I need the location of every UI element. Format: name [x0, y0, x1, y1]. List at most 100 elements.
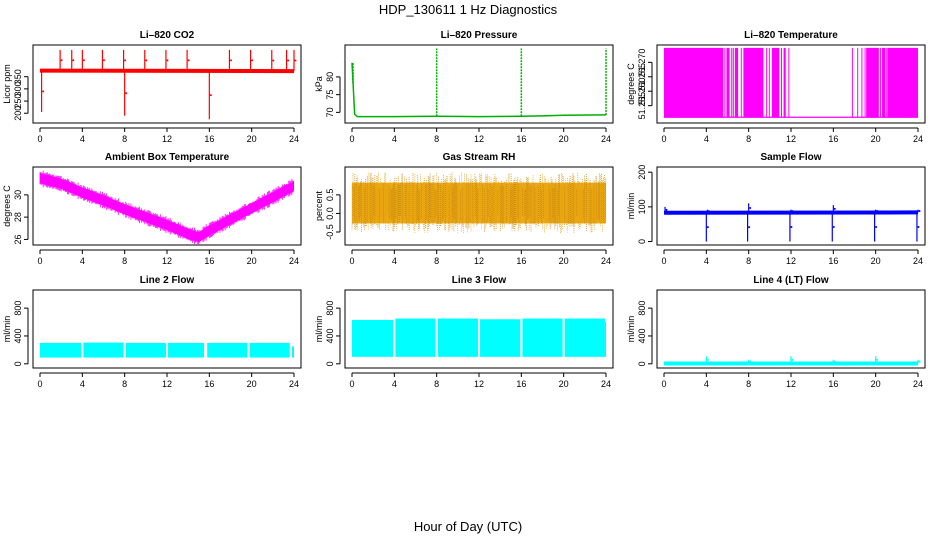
plot-frame — [656, 289, 926, 369]
x-tick-label: 8 — [746, 379, 751, 389]
x-tick-label: 0 — [37, 134, 42, 144]
x-tick-label: 16 — [516, 134, 526, 144]
x-tick-label: 4 — [704, 256, 709, 266]
x-tick-label: 16 — [204, 379, 214, 389]
x-tick-label: 12 — [474, 134, 484, 144]
x-tick-label: 12 — [786, 256, 796, 266]
x-tick-label: 20 — [247, 379, 257, 389]
plot-frame — [32, 44, 302, 124]
high-segment — [771, 47, 780, 118]
x-tick-label: 4 — [80, 134, 85, 144]
figure-title: HDP_130611 1 Hz Diagnostics — [379, 2, 558, 17]
x-tick-label: 0 — [661, 256, 666, 266]
x-tick-label: 8 — [122, 134, 127, 144]
high-segment — [726, 47, 730, 118]
plot-area — [40, 342, 294, 358]
spike-point — [665, 208, 668, 211]
y-tick-label: 51.270 — [637, 49, 647, 77]
x-tick-label: 4 — [80, 379, 85, 389]
plot-frame — [344, 289, 614, 369]
x-tick-label: 12 — [162, 379, 172, 389]
chart-title: Ambient Box Temperature — [105, 152, 230, 163]
y-tick-label: 30 — [13, 190, 23, 200]
flow-block — [125, 342, 166, 358]
x-tick-label: 8 — [122, 379, 127, 389]
x-tick-label: 24 — [289, 379, 299, 389]
x-tick-label: 12 — [474, 379, 484, 389]
plot-frame — [32, 289, 302, 369]
spike-point — [749, 207, 752, 210]
x-tick-label: 16 — [828, 134, 838, 144]
flow-block — [395, 318, 436, 357]
x-tick-label: 8 — [746, 256, 751, 266]
y-tick-label: 80 — [325, 72, 335, 82]
y-tick-label: 200 — [637, 165, 647, 180]
x-tick-label: 0 — [349, 379, 354, 389]
spike-point — [102, 59, 105, 62]
spike-point — [832, 226, 835, 229]
chart-title: Line 3 Flow — [452, 275, 507, 286]
x-tick-label: 20 — [871, 379, 881, 389]
y-axis-label: kPa — [314, 76, 324, 92]
chart-panel: Li–820 Temperature 0 4 8 12 16 20 24 51.25551.26… — [626, 30, 926, 144]
chart-title: Li–820 Pressure — [441, 30, 518, 41]
x-tick-label: 0 — [349, 256, 354, 266]
x-tick-label: 8 — [434, 134, 439, 144]
x-tick-label: 16 — [516, 256, 526, 266]
spike-point — [42, 90, 45, 93]
y-tick-label: 0 — [13, 361, 23, 366]
spike-point — [876, 358, 879, 361]
x-tick-label: 4 — [392, 379, 397, 389]
x-tick-label: 20 — [559, 134, 569, 144]
plot-frame — [32, 166, 302, 246]
spike-point — [60, 59, 63, 62]
spike-point — [833, 360, 836, 363]
y-axis-label: ml/min — [626, 193, 636, 220]
x-tick-label: 20 — [559, 379, 569, 389]
x-tick-label: 24 — [601, 134, 611, 144]
y-tick-label: 400 — [637, 328, 647, 343]
high-segment — [664, 47, 724, 118]
flow-block — [40, 342, 82, 358]
spike-point — [272, 59, 275, 62]
x-tick-label: 4 — [392, 256, 397, 266]
flow-block — [249, 342, 290, 358]
spike-point — [124, 59, 127, 62]
spike-point — [707, 210, 710, 213]
flow-block — [291, 346, 294, 358]
spike-point — [875, 226, 878, 229]
x-tick-label: 4 — [704, 134, 709, 144]
plot-area — [40, 49, 297, 120]
x-tick-label: 24 — [289, 134, 299, 144]
y-tick-label: 51.255 — [637, 92, 647, 120]
x-tick-label: 12 — [162, 134, 172, 144]
chart-title: Line 4 (LT) Flow — [753, 275, 829, 286]
x-tick-label: 0 — [661, 134, 666, 144]
flow-block — [83, 342, 124, 358]
x-tick-label: 16 — [204, 256, 214, 266]
spike-point — [166, 59, 169, 62]
x-tick-label: 4 — [704, 379, 709, 389]
x-tick-label: 20 — [247, 134, 257, 144]
x-tick-label: 24 — [913, 379, 923, 389]
y-tick-label: 26 — [13, 234, 23, 244]
spike-point — [706, 226, 709, 229]
x-tick-label: 16 — [516, 379, 526, 389]
y-tick-label: 0 — [637, 361, 647, 366]
spike-point — [749, 360, 752, 363]
x-tick-label: 12 — [786, 134, 796, 144]
spike-point — [791, 210, 794, 213]
y-axis-label: percent — [314, 190, 324, 221]
spike-point — [918, 210, 921, 213]
spike-point — [287, 59, 290, 62]
x-tick-label: 0 — [661, 379, 666, 389]
plot-area — [664, 203, 921, 242]
chart-panel: Sample Flow 0 4 8 12 16 20 24 0 100 200 ml/min — [626, 152, 926, 266]
x-tick-label: 20 — [247, 256, 257, 266]
high-segment — [743, 47, 764, 118]
x-tick-label: 20 — [871, 256, 881, 266]
chart-panel: Gas Stream RH 0 4 8 12 16 20 24 -0.5 0.0 0.5percen… — [314, 152, 614, 266]
y-tick-label: -0.5 — [325, 224, 335, 240]
